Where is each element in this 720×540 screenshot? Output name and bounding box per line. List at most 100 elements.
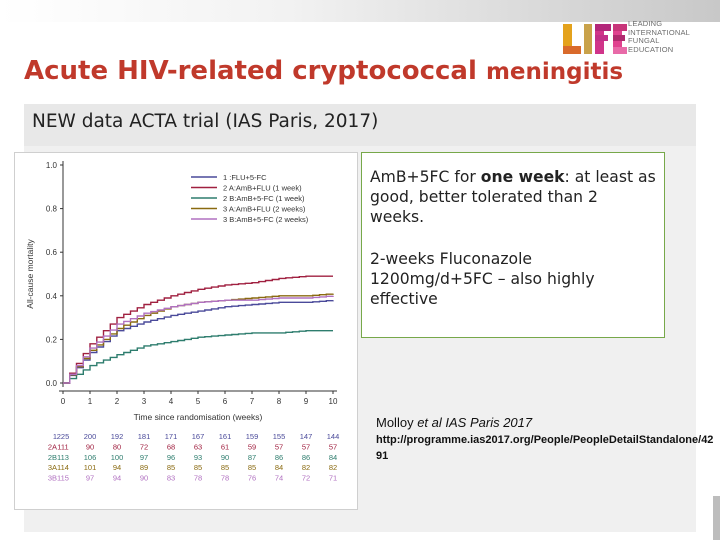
risk-table-cell: 57 xyxy=(302,442,310,451)
risk-table-row-label: 3A xyxy=(48,463,57,472)
risk-table-cell: 100 xyxy=(111,453,124,462)
risk-table-cell: 87 xyxy=(248,453,256,462)
risk-table-cell: 181 xyxy=(138,432,151,441)
reference-author: Molloy xyxy=(376,415,414,430)
risk-table-cell: 84 xyxy=(275,463,283,472)
key-findings-box: AmB+5FC for one week: at least as good, … xyxy=(361,152,665,338)
risk-table-cell: 85 xyxy=(221,463,229,472)
x-tick-label: 2 xyxy=(115,397,120,406)
x-tick-label: 6 xyxy=(223,397,228,406)
risk-table-cell: 78 xyxy=(194,474,202,483)
risk-table-cell: 171 xyxy=(165,432,178,441)
life-logo-mark xyxy=(563,24,627,54)
risk-table-cell: 85 xyxy=(194,463,202,472)
finding-1: AmB+5FC for one week: at least as good, … xyxy=(370,167,656,227)
risk-table-cell: 115 xyxy=(57,474,69,483)
risk-table-cell: 68 xyxy=(167,442,175,451)
logo-line-4: EDUCATION xyxy=(628,44,674,54)
risk-table-cell: 82 xyxy=(329,463,337,472)
risk-table-cell: 106 xyxy=(84,453,97,462)
risk-table-cell: 94 xyxy=(113,474,121,483)
risk-table-cell: 90 xyxy=(86,442,94,451)
finding-1-emphasis: one week xyxy=(480,168,565,186)
risk-table-cell: 83 xyxy=(167,474,175,483)
x-tick-label: 4 xyxy=(169,397,174,406)
risk-table-cell: 144 xyxy=(327,432,340,441)
x-tick-label: 3 xyxy=(142,397,147,406)
slide-title-end: meningitis xyxy=(485,59,624,85)
reference-venue: IAS Paris 2017 xyxy=(441,415,533,430)
finding-2: 2-weeks Fluconazole 1200mg/d+5FC – also … xyxy=(370,250,595,308)
risk-table-cell: 86 xyxy=(302,453,310,462)
legend-label-2a: 2 A:AmB+FLU (1 week) xyxy=(223,184,302,193)
risk-table-cell: 114 xyxy=(57,463,69,472)
y-tick-label: 0.2 xyxy=(46,335,58,344)
reference-citation: Molloy et al IAS Paris 2017 xyxy=(376,414,716,431)
risk-table-cell: 59 xyxy=(248,442,256,451)
risk-table-row-label: 2A xyxy=(48,442,57,451)
x-tick-label: 1 xyxy=(88,397,93,406)
km-curve-3b xyxy=(63,295,334,384)
risk-table-cell: 94 xyxy=(113,463,121,472)
risk-table-cell: 147 xyxy=(300,432,313,441)
risk-table-cell: 90 xyxy=(140,474,148,483)
risk-table-row-label: 2B xyxy=(48,453,57,462)
life-logo: LEADING INTERNATIONAL FUNGAL EDUCATION xyxy=(562,18,712,60)
risk-table-cell: 85 xyxy=(248,463,256,472)
y-tick-label: 0.0 xyxy=(46,379,58,388)
x-tick-label: 10 xyxy=(329,397,338,406)
km-chart-figure: 0.0 0.2 0.4 0.6 0.8 1.0 0 1 2 3 4 5 6 7 8 9 10 Time since… xyxy=(14,152,358,510)
risk-table-cell: 93 xyxy=(194,453,202,462)
legend-label-3a: 3 A:AmB+FLU (2 weeks) xyxy=(223,205,306,214)
risk-table-cell: 200 xyxy=(84,432,97,441)
risk-table-cell: 101 xyxy=(84,463,97,472)
y-tick-label: 0.6 xyxy=(46,248,58,257)
risk-table-cell: 76 xyxy=(248,474,256,483)
reference: Molloy et al IAS Paris 2017 http://progr… xyxy=(376,414,716,464)
legend-label-1: 1 :FLU+5-FC xyxy=(223,173,267,182)
y-tick-label: 0.4 xyxy=(46,292,58,301)
legend-label-3b: 3 B:AmB+5-FC (2 weeks) xyxy=(223,215,309,224)
finding-1-prefix: AmB+5FC for xyxy=(370,168,481,186)
km-curve-2a xyxy=(63,275,333,384)
top-gradient-band xyxy=(0,0,720,22)
y-tick-label: 1.0 xyxy=(46,161,58,170)
risk-table-cell: 74 xyxy=(275,474,283,483)
risk-table-cell: 113 xyxy=(57,453,69,462)
x-tick-label: 8 xyxy=(277,397,282,406)
risk-table-cell: 85 xyxy=(167,463,175,472)
page-edge xyxy=(713,496,720,540)
risk-table-cell: 71 xyxy=(329,474,337,483)
y-axis-title: All-cause mortality xyxy=(25,239,35,309)
risk-table-cell: 82 xyxy=(302,463,310,472)
risk-table-cell: 167 xyxy=(192,432,205,441)
risk-table-cell: 192 xyxy=(111,432,124,441)
risk-table-cell: 63 xyxy=(194,442,202,451)
slide-subtitle: NEW data ACTA trial (IAS Paris, 2017) xyxy=(32,111,379,132)
x-tick-label: 0 xyxy=(61,397,66,406)
risk-table-cell: 155 xyxy=(273,432,286,441)
risk-table-row-label: 3B xyxy=(48,474,57,483)
risk-table-cell: 89 xyxy=(140,463,148,472)
risk-table-cell: 86 xyxy=(275,453,283,462)
subtitle-band: NEW data ACTA trial (IAS Paris, 2017) xyxy=(24,104,696,146)
slide-title-main: Acute HIV-related cryptococcal xyxy=(24,56,486,86)
risk-table-cell: 57 xyxy=(329,442,337,451)
x-tick-label: 5 xyxy=(196,397,201,406)
reference-url[interactable]: http://programme.ias2017.org/People/Peop… xyxy=(376,434,714,462)
risk-table-cell: 161 xyxy=(219,432,232,441)
reference-etal: et al xyxy=(417,415,442,430)
life-logo-text: LEADING INTERNATIONAL FUNGAL EDUCATION xyxy=(628,19,690,54)
legend-label-2b: 2 B:AmB+5-FC (1 week) xyxy=(223,194,305,203)
risk-table-cell: 97 xyxy=(86,474,94,483)
x-axis-title: Time since randomisation (weeks) xyxy=(134,412,263,422)
x-tick-label: 7 xyxy=(250,397,255,406)
x-tick-label: 9 xyxy=(304,397,309,406)
risk-table-cell: 80 xyxy=(113,442,121,451)
risk-table-cell: 84 xyxy=(329,453,337,462)
risk-table-cell: 72 xyxy=(140,442,148,451)
logo-line-3: FUNGAL xyxy=(628,36,660,46)
risk-table-cell: 159 xyxy=(246,432,259,441)
risk-table-cell: 225 xyxy=(57,432,70,441)
